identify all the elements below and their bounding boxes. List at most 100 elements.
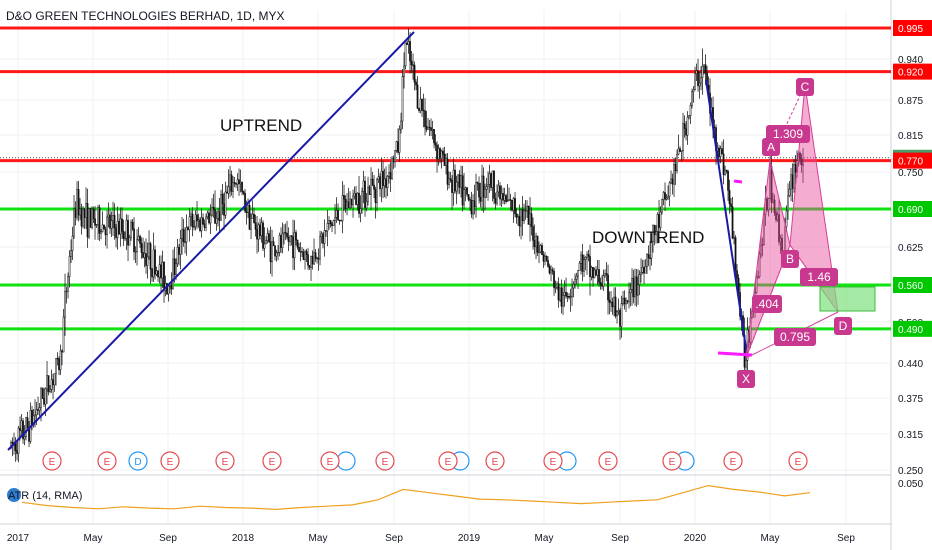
candle-body <box>172 258 174 290</box>
candle-body <box>229 174 231 188</box>
candle-body <box>221 193 224 205</box>
candle-body <box>122 231 125 239</box>
candle-body <box>602 275 605 287</box>
candle-body <box>20 420 23 431</box>
candle-body <box>386 176 389 188</box>
candle-body <box>53 373 56 386</box>
x-tick-label: 2020 <box>684 533 707 544</box>
candle-body <box>664 192 666 200</box>
candle-body <box>580 254 582 264</box>
candle-body <box>566 295 569 298</box>
candle-body <box>442 150 444 155</box>
candle-body <box>769 166 771 199</box>
candle-body <box>67 276 69 292</box>
candle-body <box>269 241 272 263</box>
candle-body <box>539 245 542 253</box>
candle-body <box>514 198 516 215</box>
event-letter: E <box>222 457 229 468</box>
candle-body <box>110 220 113 229</box>
candle-body <box>470 200 473 215</box>
candle-body <box>761 244 764 246</box>
candle-body <box>410 60 413 66</box>
candle-body <box>668 182 671 197</box>
candle-body <box>518 215 521 227</box>
candle-body <box>134 251 137 253</box>
candle-body <box>662 192 665 200</box>
candle-body <box>800 158 803 166</box>
point-x-label-text: X <box>742 372 750 386</box>
candle-body <box>731 206 734 239</box>
y-tick-label: 0.315 <box>898 430 923 441</box>
candle-body <box>643 267 645 274</box>
price-label-text: 0.690 <box>898 205 923 216</box>
candle-body <box>278 235 281 253</box>
candle-body <box>203 223 206 228</box>
candle-body <box>319 236 321 260</box>
candle-body <box>310 255 312 268</box>
candle-body <box>466 187 468 195</box>
candle-body <box>433 129 435 144</box>
candle-body <box>415 81 417 86</box>
candle-body <box>176 246 179 265</box>
candle-body <box>218 211 221 221</box>
candle-body <box>97 207 99 226</box>
candle-body <box>280 235 282 248</box>
candle-body <box>88 208 90 238</box>
candle-body <box>787 195 789 212</box>
candle-body <box>467 194 470 200</box>
candle-body <box>77 189 80 216</box>
candle-body <box>608 299 611 303</box>
candle-body <box>605 273 608 276</box>
candle-body <box>799 152 801 160</box>
candle-body <box>293 232 296 259</box>
event-earnings-marker <box>788 451 808 471</box>
event-earnings-marker <box>375 451 395 471</box>
candle-body <box>679 148 681 152</box>
candle-body <box>455 181 458 192</box>
candle-body <box>322 233 324 244</box>
candle-body <box>547 260 549 267</box>
candle-body <box>745 360 747 368</box>
candle-body <box>173 258 176 275</box>
candle-body <box>565 291 567 297</box>
candle-body <box>149 243 152 270</box>
candle-body <box>137 235 140 241</box>
candle-body <box>586 254 588 258</box>
candle-body <box>215 217 218 224</box>
candle-body <box>25 417 27 437</box>
candle-body <box>320 233 323 237</box>
candle-body <box>61 350 63 353</box>
candle-body <box>551 269 554 272</box>
candle-body <box>23 436 26 440</box>
candle-body <box>625 300 627 305</box>
candle-body <box>583 259 585 272</box>
candle-body <box>22 420 24 440</box>
point-a-label-text: A <box>767 140 775 154</box>
candle-body <box>16 450 18 454</box>
candle-body <box>481 175 483 202</box>
candle-body <box>767 198 770 211</box>
candle-body <box>145 253 147 266</box>
candle-body <box>409 41 411 62</box>
candle-body <box>367 186 369 202</box>
candle-body <box>439 148 441 159</box>
x-tick-label: Sep <box>837 533 855 544</box>
candle-body <box>206 212 209 218</box>
candle-body <box>82 208 84 227</box>
candle-body <box>238 179 240 185</box>
candle-body <box>448 178 450 185</box>
uptrend-line <box>7 31 415 451</box>
candle-body <box>76 189 78 218</box>
candle-body <box>241 181 243 192</box>
candle-body <box>544 255 546 262</box>
price-label-text: 0.920 <box>898 68 923 79</box>
price-label-box <box>893 20 932 36</box>
candle-body <box>721 148 723 155</box>
candle-body <box>691 91 693 106</box>
candle-body <box>341 195 344 222</box>
candle-body <box>277 251 279 254</box>
ratio-xb-label-text: .404 <box>755 297 779 311</box>
candle-body <box>217 211 219 219</box>
event-earnings-marker <box>438 451 458 471</box>
